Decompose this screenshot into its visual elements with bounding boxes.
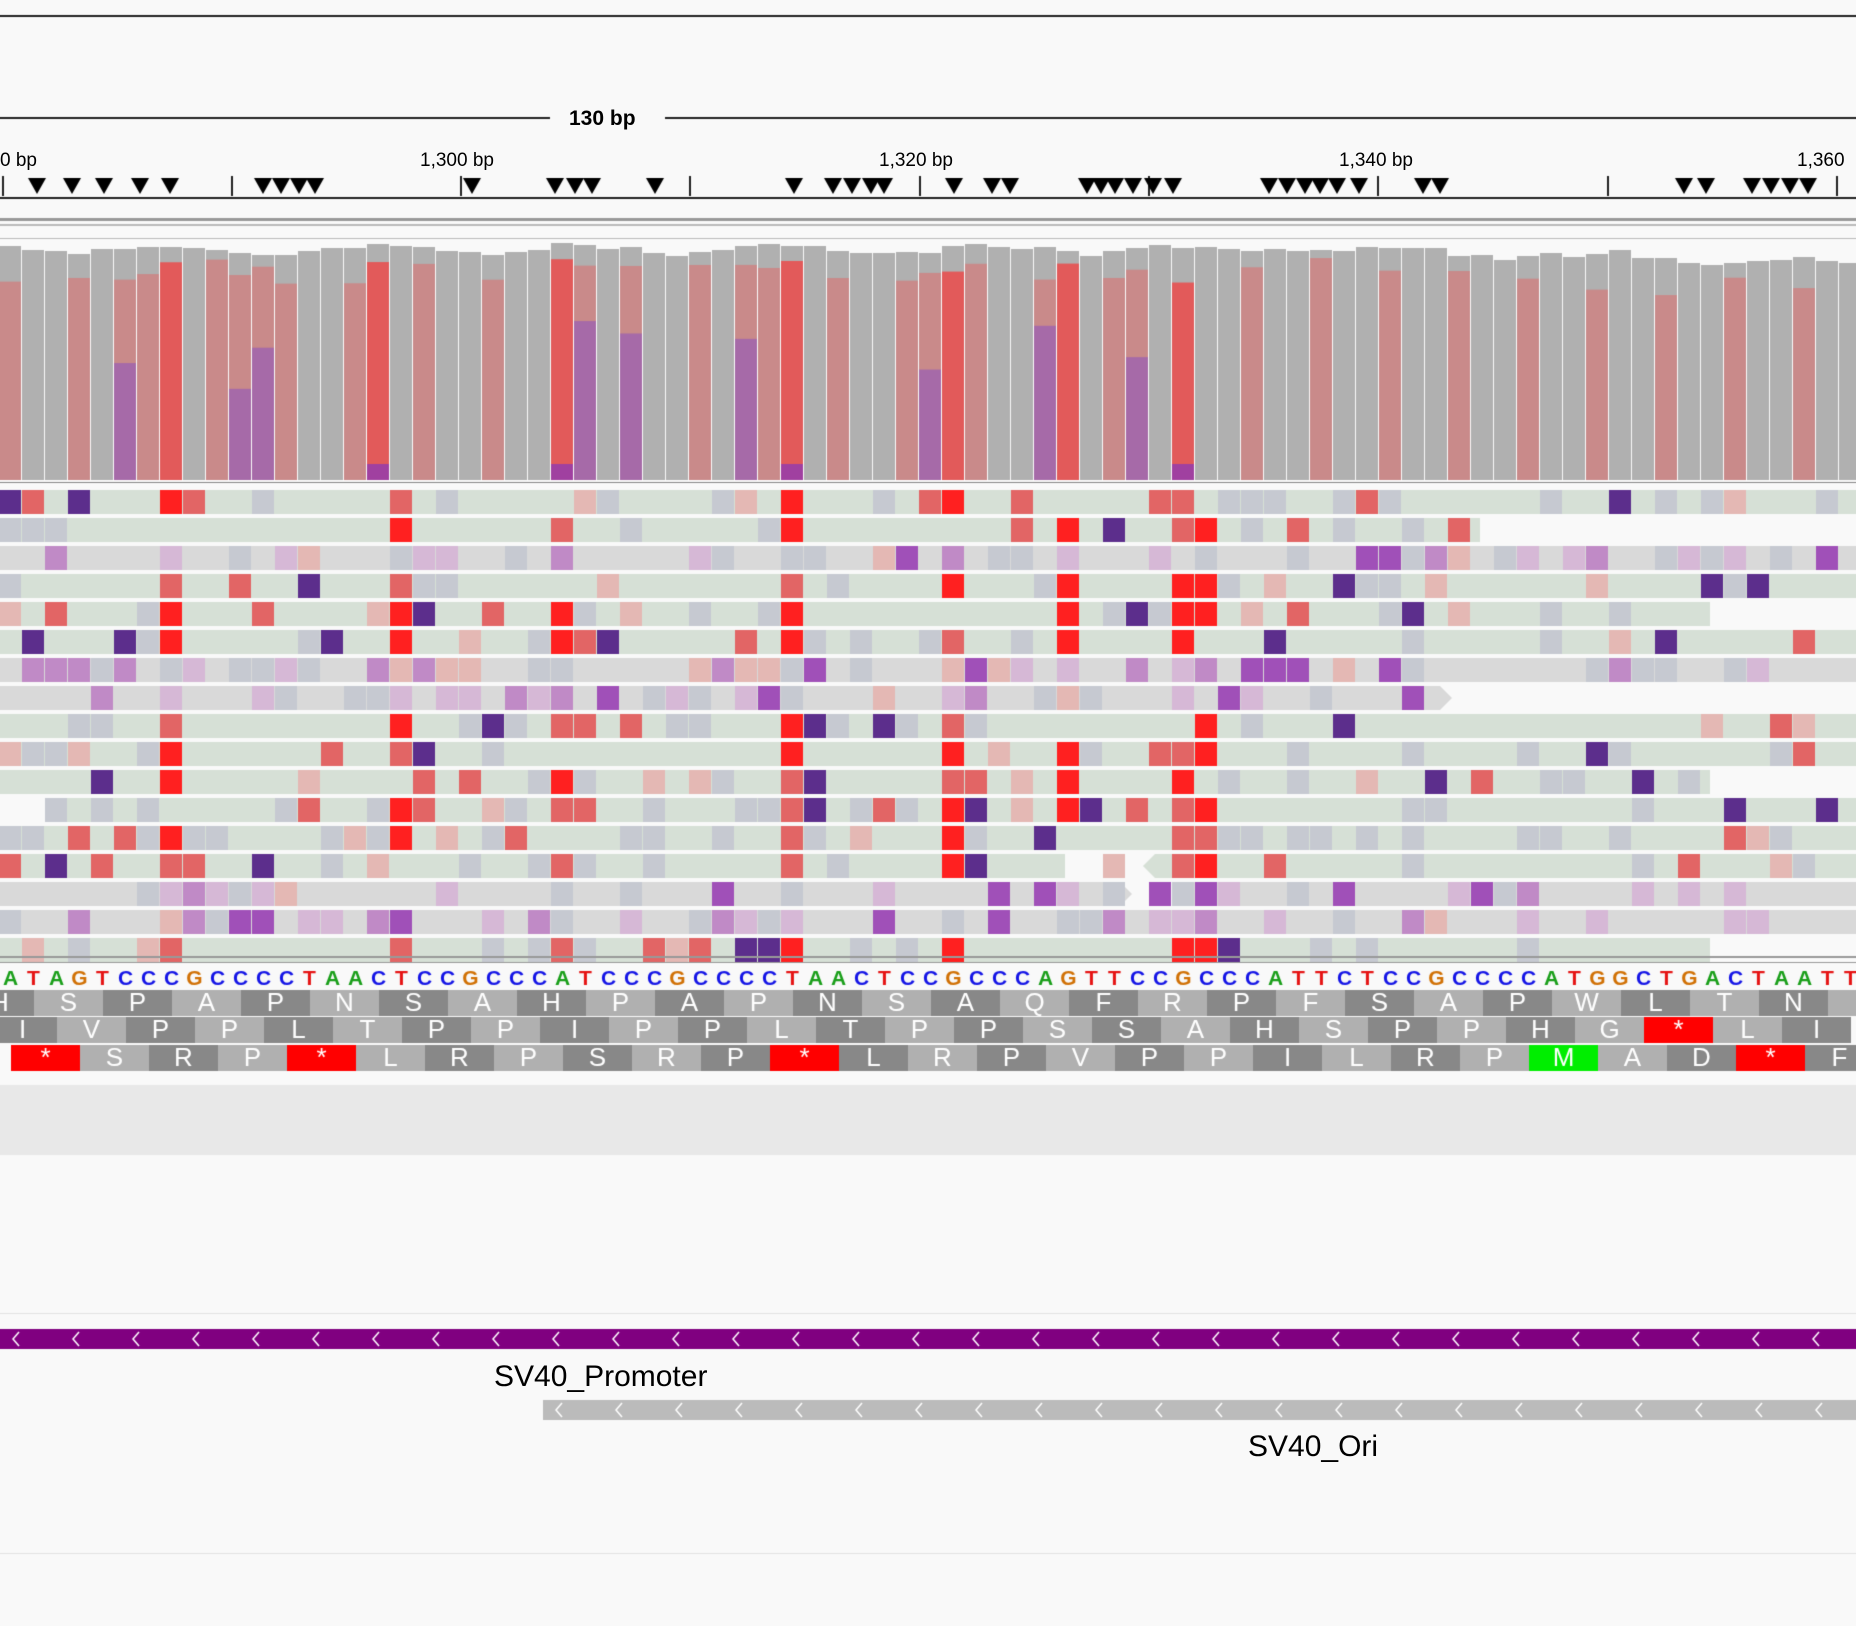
tick-label: 1,320 bp — [879, 150, 953, 171]
span-label: 130 bp — [555, 107, 650, 131]
feature-label-sv40-ori[interactable]: SV40_Ori — [1248, 1430, 1379, 1463]
tick-label: 1,340 bp — [1339, 150, 1413, 171]
tick-label: 1,300 bp — [420, 150, 494, 171]
tick-label: 0 bp — [0, 150, 37, 171]
tick-label: 1,360 — [1797, 150, 1845, 171]
feature-label-sv40-promoter[interactable]: SV40_Promoter — [494, 1360, 708, 1393]
